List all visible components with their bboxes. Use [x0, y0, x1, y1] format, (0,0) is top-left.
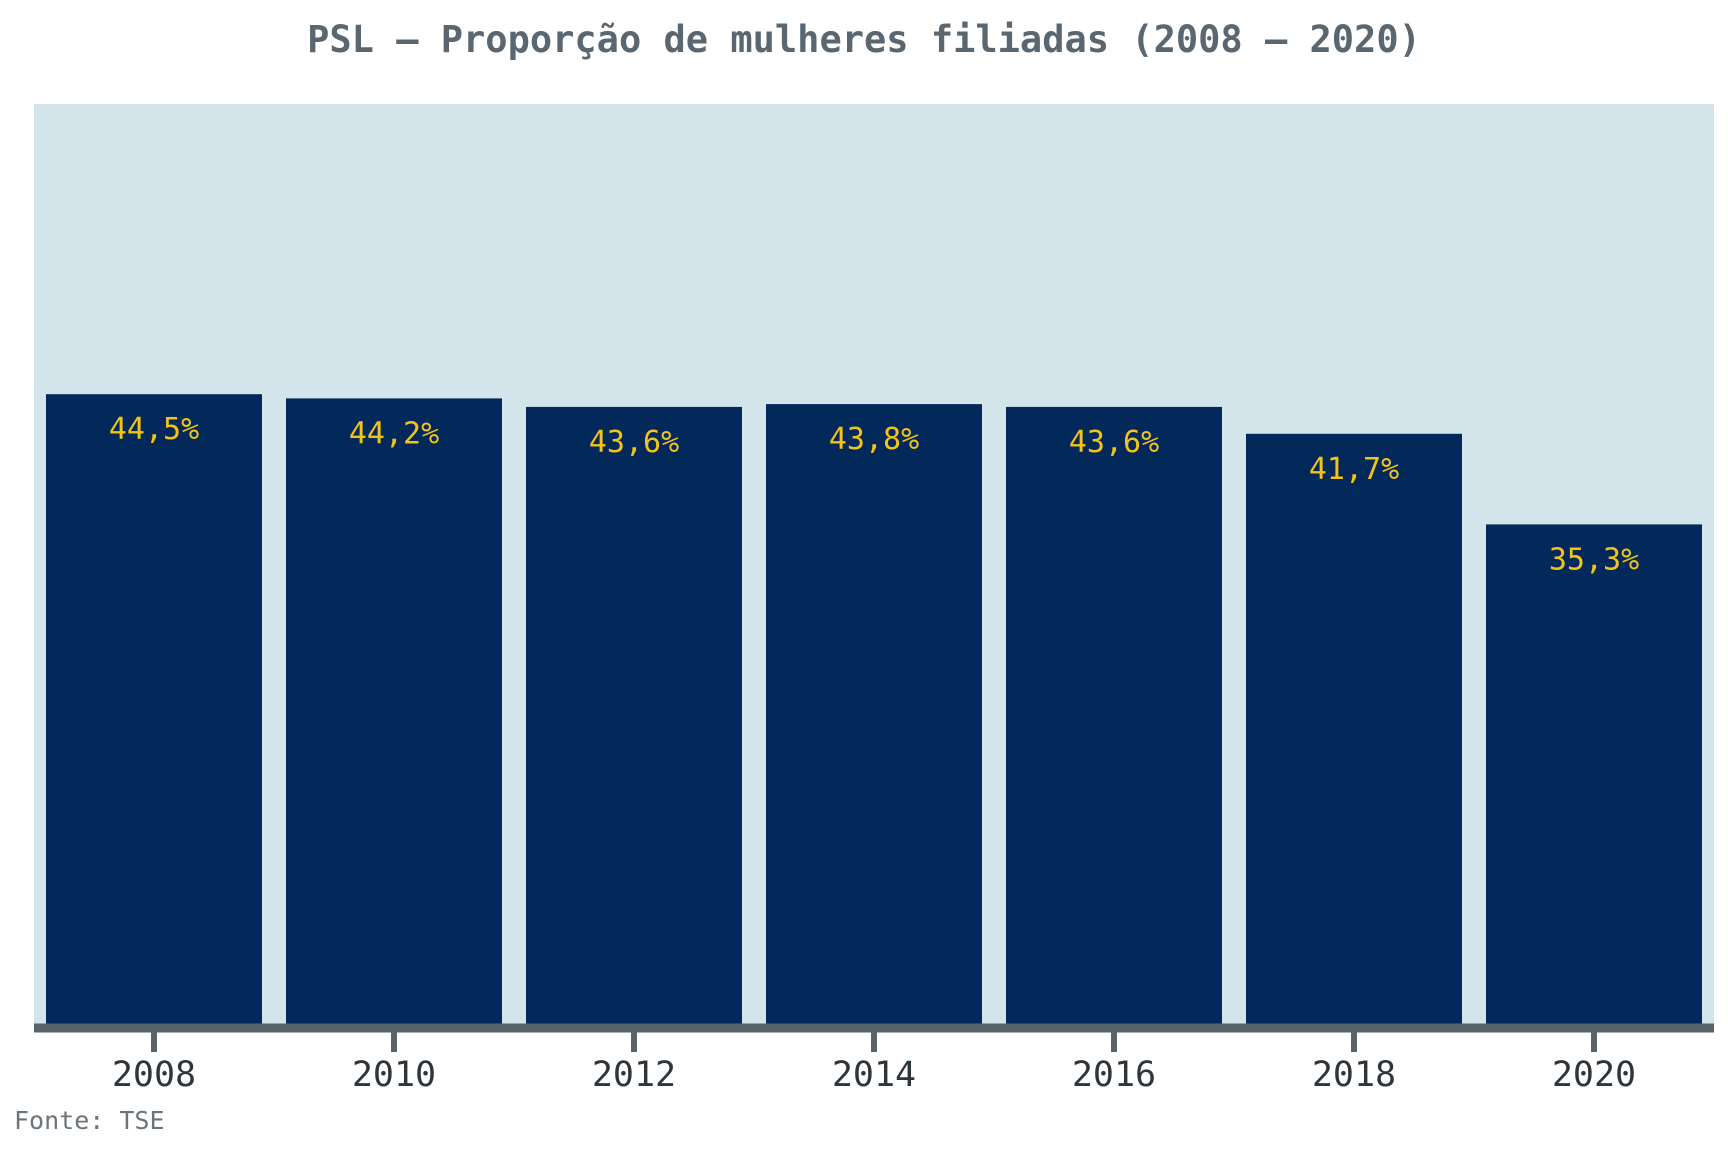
value-label-2008: 44,5%: [109, 412, 199, 447]
x-tick-label-2008: 2008: [112, 1055, 196, 1095]
bar-2010: [286, 398, 502, 1024]
bar-2020: [1486, 524, 1702, 1024]
value-label-2016: 43,6%: [1069, 425, 1159, 460]
bar-2014: [766, 404, 982, 1025]
value-label-2020: 35,3%: [1549, 542, 1639, 577]
bar-2012: [526, 406, 742, 1024]
x-tick-label-2020: 2020: [1552, 1055, 1636, 1095]
bars-group: [46, 394, 1702, 1025]
x-axis-ticks: [151, 1028, 1597, 1052]
value-label-2014: 43,8%: [829, 422, 919, 457]
source-note: Fonte: TSE: [14, 1106, 165, 1135]
bar-2008: [46, 394, 262, 1024]
x-tick-label-2012: 2012: [592, 1055, 676, 1095]
x-tick-label-2018: 2018: [1312, 1055, 1396, 1095]
chart-title: PSL – Proporção de mulheres filiadas (20…: [307, 18, 1421, 61]
value-label-2012: 43,6%: [589, 425, 679, 460]
x-axis-tick-labels: 2008 2010 2012 2014 2016 2018 2020: [112, 1055, 1636, 1095]
value-label-2010: 44,2%: [349, 416, 439, 451]
bar-2018: [1246, 433, 1462, 1024]
x-tick-label-2016: 2016: [1072, 1055, 1156, 1095]
value-labels-group: 44,5% 44,2% 43,6% 43,8% 43,6% 41,7% 35,3%: [109, 412, 1639, 577]
x-tick-label-2010: 2010: [352, 1055, 436, 1095]
x-tick-label-2014: 2014: [832, 1055, 916, 1095]
bar-2016: [1006, 406, 1222, 1024]
value-label-2018: 41,7%: [1309, 452, 1399, 487]
